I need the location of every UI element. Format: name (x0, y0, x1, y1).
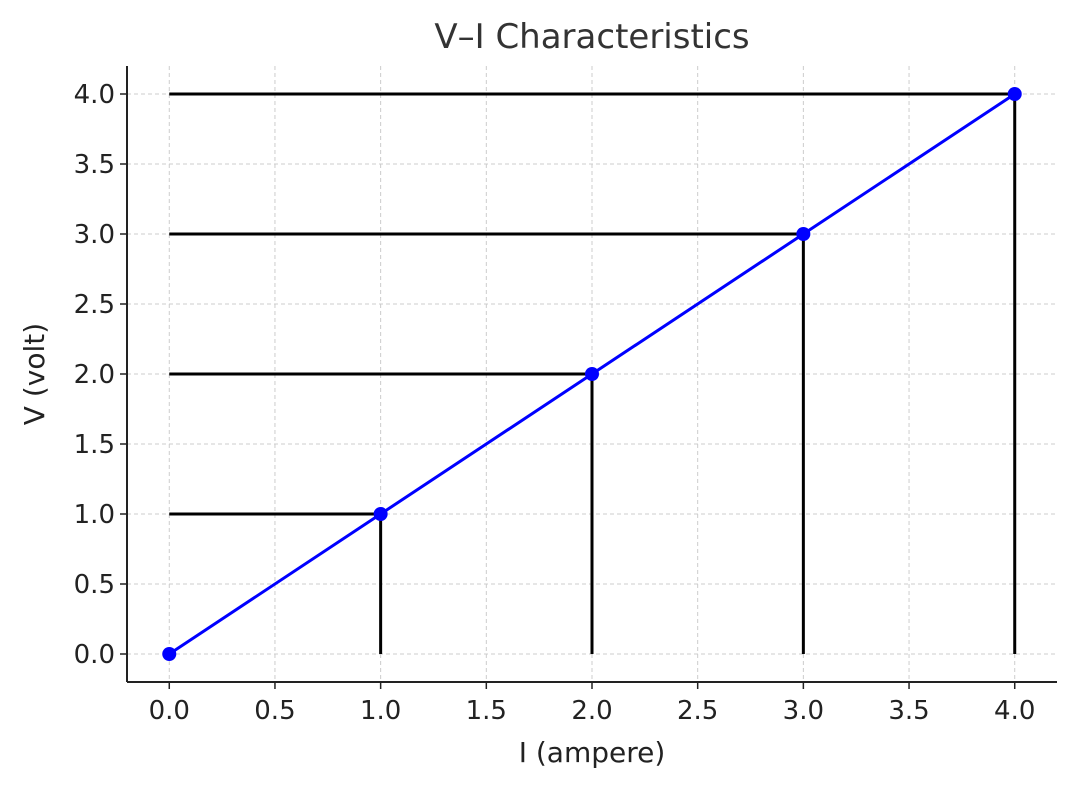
data-point (162, 647, 177, 661)
y-tick-label: 2.0 (74, 360, 115, 390)
y-tick-label: 1.5 (74, 430, 115, 460)
y-axis-title: V (volt) (18, 323, 51, 425)
y-tick-label: 2.5 (74, 290, 115, 320)
x-tick-label: 0.0 (149, 696, 190, 726)
y-tick-label: 1.0 (74, 500, 115, 530)
y-tick-label: 3.5 (74, 150, 115, 180)
data-point (585, 367, 599, 381)
series-layer (162, 87, 1022, 661)
data-point (796, 227, 811, 241)
x-tick-label: 4.0 (994, 696, 1035, 726)
x-tick-label: 3.0 (783, 696, 824, 726)
data-point (373, 507, 388, 521)
x-tick-label: 1.5 (466, 696, 507, 726)
ticks: 0.0 0.5 1.0 1.5 2.0 2.5 3.0 3.5 4.0 0.0 0.5 1.0 1.5 2… (74, 80, 1036, 726)
y-tick-label: 0.0 (74, 640, 115, 670)
y-tick-label: 4.0 (74, 80, 115, 110)
x-axis-title: I (ampere) (519, 736, 666, 769)
y-tick-label: 3.0 (74, 220, 115, 250)
y-tick-label: 0.5 (74, 570, 115, 600)
x-tick-label: 0.5 (254, 696, 295, 726)
x-tick-label: 3.5 (888, 696, 929, 726)
x-tick-label: 1.0 (360, 696, 401, 726)
x-tick-label: 2.0 (571, 696, 612, 726)
x-tick-label: 2.5 (677, 696, 718, 726)
data-point (1007, 87, 1022, 101)
chart-title: V–I Characteristics (434, 17, 749, 57)
reference-lines (169, 92, 1017, 654)
